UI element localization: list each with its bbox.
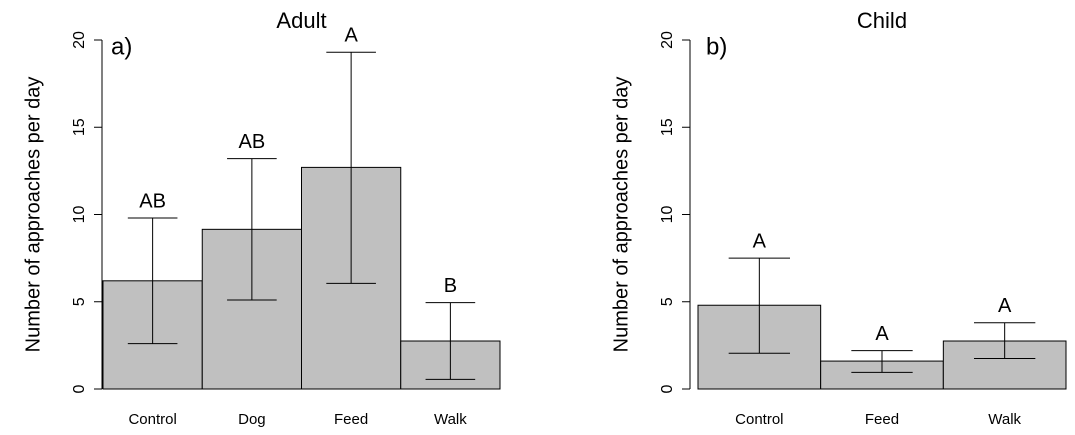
error-bar — [425, 302, 476, 380]
annotation: AB — [139, 190, 166, 212]
y-tick-label: 5 — [659, 297, 676, 306]
chart-title: Child — [857, 8, 907, 33]
y-tick-label: 10 — [71, 206, 88, 224]
x-tick-label: Control — [735, 411, 783, 428]
y-tick-label: 10 — [659, 206, 676, 224]
error-bar — [728, 257, 790, 354]
error-bar — [851, 350, 913, 373]
annotation: A — [875, 323, 889, 345]
x-tick-label: Control — [128, 411, 176, 428]
y-tick-label: 0 — [659, 384, 676, 393]
annotation: A — [753, 230, 767, 252]
y-tick-label: 20 — [659, 31, 676, 49]
annotation: AB — [239, 131, 266, 153]
y-tick-label: 20 — [71, 31, 88, 49]
x-tick-label: Walk — [434, 411, 467, 428]
annotation: B — [444, 275, 457, 297]
y-tick-label: 0 — [71, 384, 88, 393]
annotation: A — [998, 295, 1012, 317]
y-tick-label: 15 — [659, 118, 676, 136]
y-tick-label: 5 — [71, 297, 88, 306]
y-axis-label: Number of approaches per day — [610, 77, 632, 353]
error-bar — [326, 51, 376, 284]
x-tick-label: Dog — [238, 411, 266, 428]
y-tick-label: 15 — [71, 118, 88, 136]
x-tick-label: Walk — [988, 411, 1021, 428]
error-bar — [974, 322, 1036, 359]
x-tick-label: Feed — [334, 411, 368, 428]
annotation: A — [344, 24, 358, 46]
error-bar — [127, 217, 178, 345]
y-axis-label: Number of approaches per day — [22, 77, 44, 353]
error-bar — [227, 158, 277, 301]
x-tick-label: Feed — [865, 411, 899, 428]
chart-title: Adult — [276, 8, 326, 33]
panel-label: b) — [706, 33, 727, 60]
panel-label: a) — [111, 33, 132, 60]
